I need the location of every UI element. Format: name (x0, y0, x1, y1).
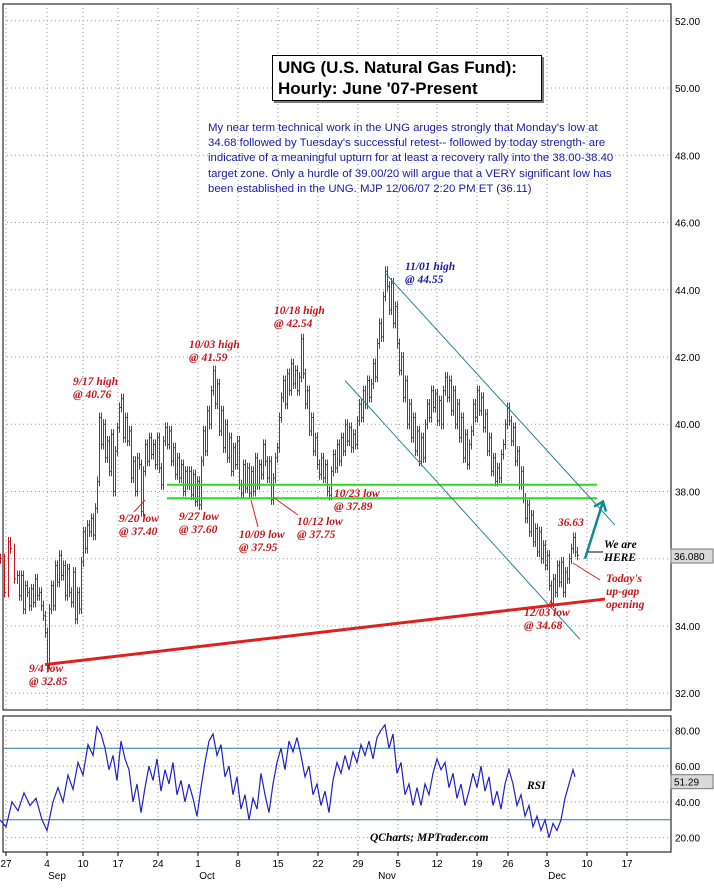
price-y-tick-label: 34.00 (675, 622, 700, 633)
annotation-sep27-low: 9/27 low @ 37.60 (179, 511, 219, 536)
x-tick-label: 10 (581, 859, 593, 870)
x-tick-label: 15 (272, 859, 284, 870)
channel-upper-line (384, 272, 616, 526)
x-month-label: Sep (48, 871, 66, 882)
projection-arrow-shaft (583, 501, 605, 560)
x-month-label: Dec (548, 871, 566, 882)
x-tick-label: 27 (0, 859, 12, 870)
rsi-y-tick-label: 60.00 (675, 762, 700, 773)
x-tick-label: 1 (195, 859, 201, 870)
x-tick-label: 3 (544, 859, 550, 870)
annotation-leader (547, 597, 553, 609)
annotation-oct18-high: 10/18 high @ 42.54 (274, 305, 325, 330)
x-tick-label: 17 (112, 859, 124, 870)
chart-subtitle: Hourly: June '07-Present (278, 79, 478, 98)
annotation-peak-price: 36.63 (558, 517, 584, 529)
chart-title-box: UNG (U.S. Natural Gas Fund): Hourly: Jun… (272, 55, 542, 101)
rsi-panel: 80.00 60.00 40.00 20.00 51.29 (0, 715, 714, 853)
price-y-tick-label: 44.00 (675, 286, 700, 297)
x-tick-label: 10 (77, 859, 89, 870)
rsi-label: RSI (527, 780, 546, 792)
price-y-tick-label: 40.00 (675, 420, 700, 431)
rsi-frame (2, 715, 672, 853)
annotation-sep20-low: 9/20 low @ 37.40 (119, 513, 159, 538)
annotation-oct23-low: 10/23 low @ 37.89 (334, 488, 380, 513)
rsi-y-tick-label: 40.00 (675, 798, 700, 809)
annotation-leader (250, 499, 259, 528)
projection-arrow-head (593, 499, 608, 512)
annotation-leader (572, 562, 601, 581)
x-tick-label: 17 (621, 859, 633, 870)
price-panel: 52.00 50.00 48.00 46.00 44.00 42.00 40.00 38.00… (0, 3, 714, 711)
price-y-tick-label: 32.00 (675, 689, 700, 700)
annotation-nov01-high: 11/01 high @ 44.55 (405, 261, 456, 286)
x-tick-label: 19 (471, 859, 483, 870)
x-tick-label: 4 (44, 859, 50, 870)
rsi-y-tick-label: 80.00 (675, 726, 700, 737)
price-y-tick-label: 52.00 (675, 17, 700, 28)
annotation-dec03-low: 12/03 low @ 34.68 (524, 607, 570, 632)
x-tick-label: 29 (352, 859, 364, 870)
channel-lower-line (344, 380, 581, 640)
annotation-sep17-high: 9/17 high @ 40.76 (73, 376, 119, 401)
x-tick-label: 22 (312, 859, 324, 870)
x-tick-label: 5 (395, 859, 401, 870)
annotation-leader (272, 496, 299, 516)
price-y-tick-label: 38.00 (675, 487, 700, 498)
chart-credit: QCharts; MPTrader.com (370, 832, 489, 844)
rsi-last-value-tag (670, 774, 714, 790)
x-axis: 27 4 10 17 24 1 8 15 22 29 5 12 19 26 3 10 17 Sep Oct Nov De… (0, 852, 633, 882)
price-y-tick-label: 48.00 (675, 151, 700, 162)
price-y-tick-label: 50.00 (675, 84, 700, 95)
price-y-tick-label: 42.00 (675, 353, 700, 364)
price-y-tick-label: 46.00 (675, 219, 700, 230)
annotation-we-are-here: We are HERE (604, 539, 637, 564)
x-month-label: Nov (378, 871, 396, 882)
annotation-oct03-high: 10/03 high @ 41.59 (189, 339, 240, 364)
chart-title: UNG (U.S. Natural Gas Fund): (278, 58, 517, 77)
last-price-label: 36.080 (674, 552, 705, 563)
rsi-last-value-label: 51.29 (674, 778, 699, 789)
x-tick-label: 8 (235, 859, 241, 870)
x-tick-label: 26 (502, 859, 514, 870)
annotation-oct12-low: 10/12 low @ 37.75 (297, 516, 343, 541)
support-trendline (44, 597, 606, 667)
last-price-tag (670, 548, 714, 564)
rsi-line (0, 723, 576, 838)
annotation-oct09-low: 10/09 low @ 37.95 (239, 529, 285, 554)
annotation-sep04-low: 9/4 low @ 32.85 (29, 663, 68, 688)
analyst-commentary: My near term technical work in the UNG a… (208, 122, 614, 195)
x-month-label: Oct (199, 871, 215, 882)
annotation-gap-opening: Today's up-gap opening (606, 573, 645, 611)
x-tick-label: 12 (431, 859, 443, 870)
x-tick-label: 24 (152, 859, 164, 870)
rsi-y-tick-label: 20.00 (675, 834, 700, 845)
annotation-leader (133, 499, 146, 513)
